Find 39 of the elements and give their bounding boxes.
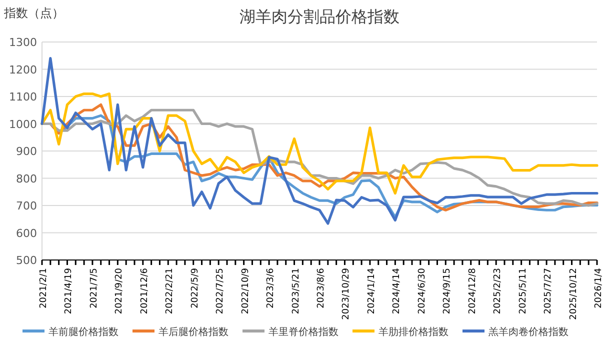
x-tick-label: 2021/12/6 [140,268,150,314]
y-tick-label: 500 [16,254,37,267]
x-tick-label: 2023/8/6 [316,268,326,308]
x-tick-label: 2025/5/11 [518,268,528,314]
title: 湖羊肉分割品价格指数 [240,7,400,26]
x-tick-label: 2025/2/23 [493,268,504,314]
legend-label: 羔羊肉卷价格指数 [488,326,568,338]
legend-label: 羊前腿价格指数 [48,326,118,338]
y-tick-label: 700 [16,200,37,212]
x-tick-label: 2025/7/27 [544,268,554,314]
x-tick-label: 2021/9/20 [114,268,125,314]
x-tick-label: 2024/9/15 [442,268,453,314]
y-tick-label: 600 [16,226,37,240]
x-tick-label: 2022/2/21 [165,268,176,314]
x-tick-label: 2021/4/19 [64,268,74,314]
x-tick-label: 2023/5/21 [291,268,302,314]
x-tick-label: 2022/5/9 [190,268,200,308]
legend-label: 羊里脊价格指数 [268,326,338,338]
legend-label: 羊后腿价格指数 [158,326,228,338]
y-tick-label: 1000 [9,118,37,131]
x-tick-label: 2021/2/1 [39,268,49,308]
legend-label: 羊肋排价格指数 [378,326,448,338]
x-tick-label: 2024/1/14 [366,268,377,314]
x-tick-label: 2024/12/8 [468,268,478,314]
x-tick-label: 2023/3/6 [266,268,276,308]
y-tick-label: 1100 [9,90,37,104]
x-tick-label: 2022/10/9 [240,268,251,314]
x-tick-label: 2024/6/30 [417,268,428,314]
x-tick-label: 2023/10/29 [342,268,352,320]
x-tick-label: 2021/7/5 [89,268,100,308]
y-tick-label: 800 [16,172,37,186]
y-tick-label: 1300 [9,36,37,49]
x-tick-label: 2026/1/4 [594,268,604,308]
x-tick-label: 2022/7/25 [216,268,226,314]
y-tick-label: 900 [16,145,37,158]
ylabel: 指数（点） [4,6,64,20]
x-tick-label: 2024/4/14 [392,268,402,314]
y-tick-label: 1200 [9,63,37,76]
x-tick-label: 2025/10/12 [568,268,579,320]
